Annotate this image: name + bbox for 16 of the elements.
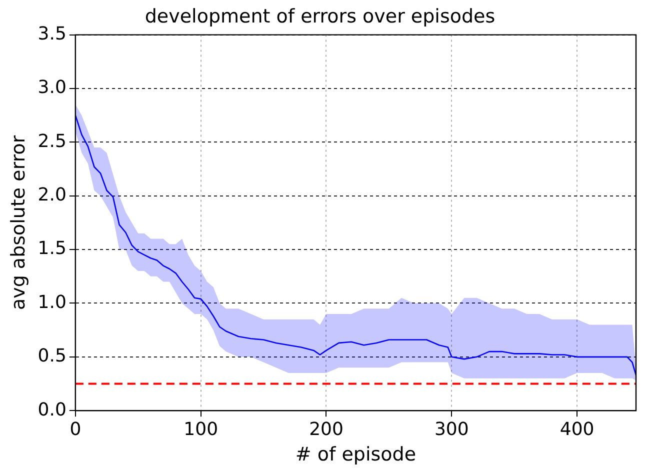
chart-title: development of errors over episodes <box>144 5 496 28</box>
y-tick-label: 3.5 <box>38 23 66 44</box>
x-tick-label: 0 <box>70 419 82 440</box>
x-tick-label: 300 <box>434 419 469 440</box>
x-tick-label: 400 <box>560 419 594 440</box>
x-tick-label: 200 <box>309 419 344 440</box>
y-tick-label: 1.0 <box>38 292 66 313</box>
y-tick-label: 0.0 <box>38 399 66 420</box>
x-tick-label: 100 <box>184 419 218 440</box>
x-axis-title: # of episode <box>295 444 416 466</box>
y-tick-label: 2.0 <box>38 184 66 206</box>
y-tick-label: 3.0 <box>38 77 66 98</box>
y-axis-title: avg absolute error <box>7 135 30 310</box>
y-tick-label: 2.5 <box>38 130 66 152</box>
y-tick-label: 0.5 <box>38 346 66 367</box>
y-tick-label: 1.5 <box>38 238 66 260</box>
